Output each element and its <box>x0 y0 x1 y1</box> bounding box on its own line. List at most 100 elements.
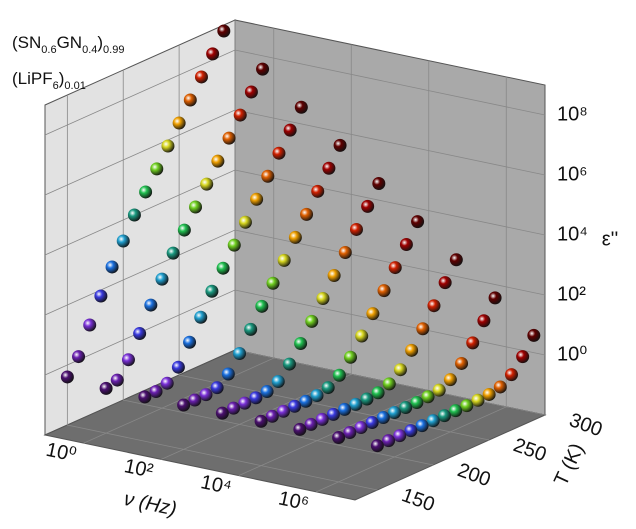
sphere <box>382 377 396 391</box>
sphere <box>282 357 296 371</box>
annotation-part: (LiPF <box>12 69 53 88</box>
sphere <box>133 327 147 341</box>
sphere <box>311 184 325 198</box>
z-tick-label: 10⁶ <box>557 163 587 185</box>
back-wall <box>234 19 546 416</box>
sphere <box>144 298 158 312</box>
sphere <box>172 116 186 130</box>
sphere <box>449 404 463 418</box>
annotation-part: 0.99 <box>103 44 124 56</box>
y-tick-label: 200 <box>455 459 494 491</box>
sphere <box>354 421 368 435</box>
sphere <box>360 392 374 406</box>
sphere <box>393 363 407 377</box>
sphere <box>139 185 153 199</box>
sphere <box>388 261 402 275</box>
sphere <box>338 402 352 416</box>
sphere <box>416 322 430 336</box>
sphere <box>293 422 307 436</box>
sphere <box>516 350 530 364</box>
x-tick-label: 10² <box>122 455 155 483</box>
sphere <box>99 381 113 395</box>
sphere <box>349 222 363 236</box>
sphere <box>316 292 330 306</box>
sphere <box>393 429 407 443</box>
sphere <box>254 414 268 428</box>
sphere <box>217 24 231 38</box>
z-axis-label: ε'' <box>602 228 619 250</box>
sphere <box>194 70 208 84</box>
sphere <box>332 431 346 445</box>
sphere <box>72 350 86 364</box>
sphere <box>382 434 396 448</box>
sphere <box>205 284 219 298</box>
sphere <box>527 328 541 342</box>
sphere <box>227 401 241 415</box>
sphere <box>244 322 258 336</box>
sphere <box>288 399 302 413</box>
sphere <box>121 353 135 367</box>
x-tick-label: 10⁴ <box>199 471 234 499</box>
sphere <box>210 381 224 395</box>
sphere <box>371 386 385 400</box>
y-tick-label: 300 <box>566 409 605 441</box>
sphere <box>437 409 451 423</box>
sphere <box>410 396 424 410</box>
sphere <box>438 276 452 290</box>
sphere <box>116 234 130 248</box>
sphere <box>315 412 329 426</box>
sphere <box>377 284 391 298</box>
sphere <box>149 385 163 399</box>
sphere <box>266 276 280 290</box>
sphere <box>449 253 463 267</box>
sphere <box>183 93 197 107</box>
sphere <box>256 62 270 76</box>
sphere <box>94 289 108 303</box>
grid-line <box>66 95 378 491</box>
sphere <box>338 246 352 259</box>
sphere <box>460 399 474 413</box>
sphere <box>105 260 119 274</box>
sphere <box>471 393 485 407</box>
annotation-part: ) <box>59 69 65 88</box>
sphere <box>238 215 252 229</box>
sphere <box>194 310 208 324</box>
sphere <box>405 343 419 357</box>
sphere <box>166 246 180 260</box>
sphere <box>332 368 346 382</box>
z-tick-label: 10² <box>557 283 586 305</box>
sphere <box>455 356 469 370</box>
z-tick-label: 10⁸ <box>557 103 588 125</box>
z-tick-label: 10⁴ <box>557 223 588 245</box>
annotation-part: 0.6 <box>41 44 56 56</box>
sphere <box>304 417 318 431</box>
sphere <box>477 314 491 328</box>
sphere <box>365 416 379 430</box>
sphere <box>183 335 197 349</box>
sphere <box>177 223 191 237</box>
sphere <box>432 383 446 397</box>
grid-line <box>44 229 546 316</box>
sphere <box>344 350 358 364</box>
sphere <box>177 398 191 412</box>
sphere <box>271 375 285 389</box>
grid-line <box>122 70 434 466</box>
sphere <box>349 397 363 411</box>
annotation: (SN0.6GN0.4)0.99 <box>12 33 124 55</box>
sphere <box>372 177 386 191</box>
sphere <box>426 414 440 428</box>
sphere <box>504 368 518 382</box>
grid-line <box>44 49 546 136</box>
sphere <box>161 139 175 153</box>
sphere <box>199 388 213 402</box>
sphere <box>211 154 225 168</box>
sphere <box>261 169 275 183</box>
grid-line <box>44 289 546 376</box>
sphere <box>288 230 302 244</box>
sphere <box>189 200 203 214</box>
sphere <box>160 376 174 390</box>
sphere <box>277 253 291 267</box>
sphere <box>138 390 152 404</box>
sphere <box>249 391 263 405</box>
